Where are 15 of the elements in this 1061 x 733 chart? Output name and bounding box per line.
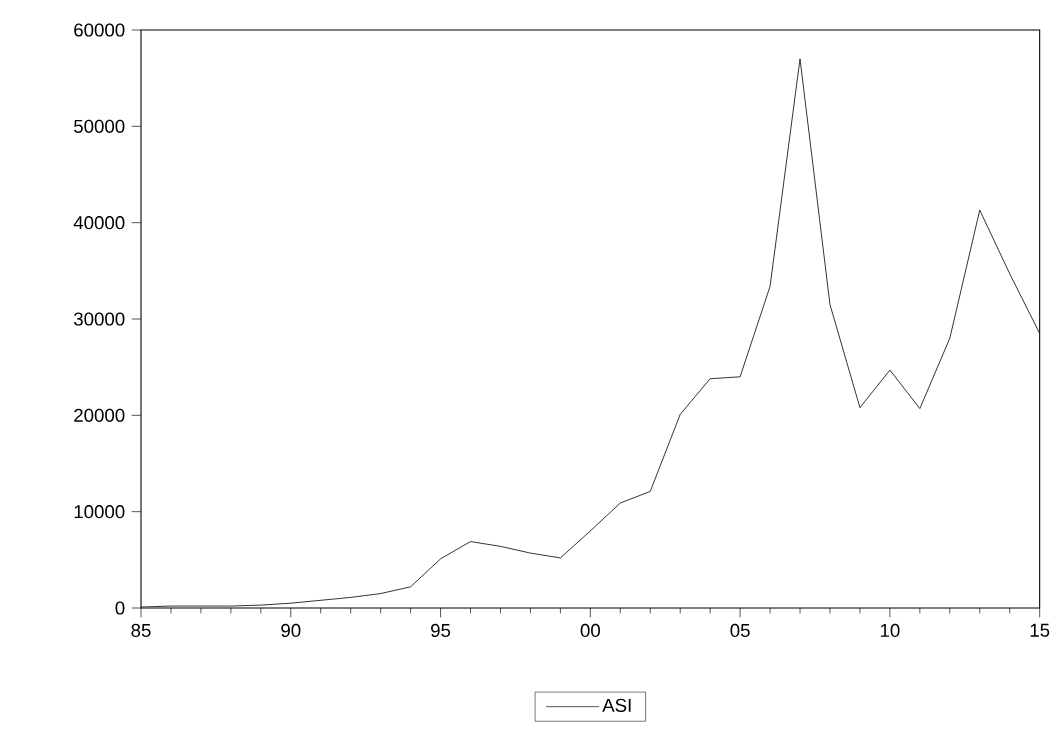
x-tick-label: 15 — [1030, 623, 1050, 637]
y-tick-label: 60000 — [74, 23, 125, 37]
y-tick-label: 10000 — [74, 505, 125, 519]
x-tick-label: 00 — [580, 623, 600, 638]
x-tick-label: 90 — [281, 623, 301, 638]
y-tick-label: 0 — [115, 601, 125, 615]
x-tick-label: 05 — [730, 623, 750, 638]
y-tick-label: 40000 — [73, 216, 125, 230]
y-tick-label: 20000 — [74, 408, 125, 422]
y-tick-label: 30000 — [73, 312, 125, 326]
x-tick-label: 95 — [431, 623, 451, 638]
legend-label: ASI — [602, 698, 631, 712]
x-tick-label: 85 — [131, 623, 151, 638]
x-tick-label: 10 — [880, 623, 900, 638]
y-tick-label: 50000 — [74, 119, 125, 133]
